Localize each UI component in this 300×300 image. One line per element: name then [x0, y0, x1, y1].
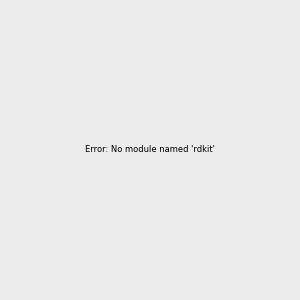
Text: Error: No module named 'rdkit': Error: No module named 'rdkit'	[85, 146, 215, 154]
